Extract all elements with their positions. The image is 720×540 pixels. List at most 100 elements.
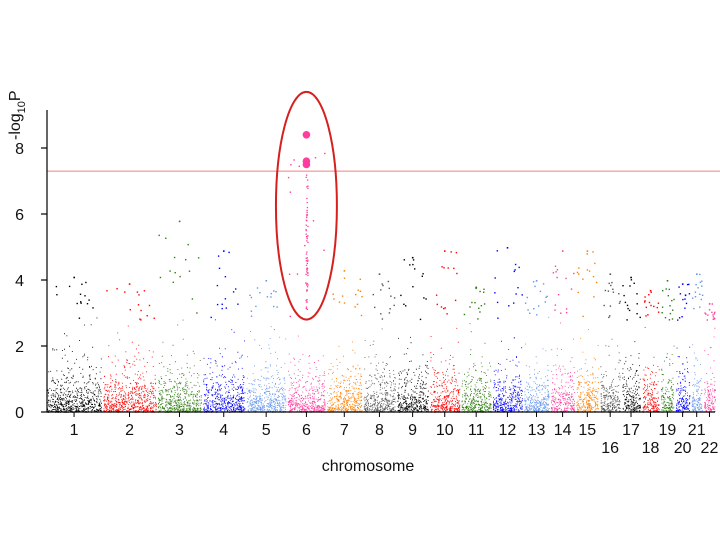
chromosome-1-tail-point <box>80 302 82 304</box>
chromosome-22-tail-point <box>714 317 716 320</box>
x-tick-label-chr22: 22 <box>701 440 719 457</box>
chromosome-22-cloud <box>704 327 716 413</box>
chromosome-14-tail-point <box>554 265 557 267</box>
chromosome-13-tail-point <box>536 314 538 316</box>
chromosome-22-tail-point <box>711 311 713 314</box>
chromosome-19-tail-point <box>667 295 669 297</box>
chromosome-7-tail-point <box>356 303 359 305</box>
chr6-column-point <box>305 229 307 231</box>
chromosome-18-tail-point <box>648 301 651 304</box>
chr6-column-point <box>305 299 307 301</box>
chr6-column-point <box>307 274 309 277</box>
chromosome-19-tail-point <box>671 300 673 302</box>
chromosome-12-tail-point <box>514 269 516 271</box>
chromosome-3-tail-point <box>187 243 189 246</box>
chromosome-18-points <box>642 289 660 413</box>
chromosome-8-tail-point <box>388 287 390 290</box>
chromosome-10-tail-point <box>443 307 445 310</box>
chromosome-15-tail-point <box>582 278 584 280</box>
chromosome-8-tail-point <box>388 312 391 314</box>
chromosome-5-tail-point <box>270 292 272 295</box>
top-hit-point <box>302 160 311 169</box>
chromosome-11-tail-point <box>469 306 471 308</box>
chromosome-10-tail-point <box>446 313 448 315</box>
chromosome-8-tail-point <box>380 289 382 291</box>
chromosome-2-tail-point <box>129 309 131 311</box>
chromosome-4-tail-point <box>228 251 230 254</box>
chromosome-17-tail-point <box>628 309 631 312</box>
chromosome-7-tail-point <box>338 301 341 303</box>
chromosome-9-peak-point <box>411 256 414 259</box>
chromosome-8-peak-point <box>378 273 381 275</box>
chromosome-15-tail-point <box>588 270 591 272</box>
x-tick-label-chr3: 3 <box>175 422 184 439</box>
chromosome-5-tail-point <box>250 296 253 299</box>
chromosome-1-tail-point <box>92 307 94 309</box>
chromosome-6-tail-point <box>312 220 315 222</box>
y-tick-label: 8 <box>15 141 24 158</box>
chromosome-20-tail-point <box>688 293 691 295</box>
x-tick-label-chr4: 4 <box>219 422 228 439</box>
chromosome-1-tail-point <box>78 317 81 319</box>
chromosome-3-tail-point <box>188 270 191 272</box>
chromosome-18-tail-point <box>656 306 658 309</box>
chromosome-2-tail-point <box>146 315 148 317</box>
x-axis-title: chromosome <box>322 458 415 475</box>
chromosome-18-tail-point <box>644 300 646 302</box>
chromosome-18-tail-point <box>647 314 649 316</box>
chr6-column-point <box>306 289 308 291</box>
chromosome-20-tail-point <box>684 307 686 309</box>
chromosome-15-cloud <box>576 329 600 413</box>
chromosome-15-peak-point <box>586 250 589 252</box>
chromosome-1-tail-point <box>56 294 58 296</box>
chromosome-21-tail-point <box>699 306 701 308</box>
chromosome-9-tail-point <box>421 275 423 277</box>
chr6-column-point <box>305 306 308 308</box>
chromosome-22-tail-point <box>712 316 715 318</box>
chromosome-14-tail-point <box>565 277 567 280</box>
chromosome-2-tail-point <box>148 304 151 307</box>
chromosome-17-tail-point <box>624 301 627 304</box>
chromosome-1-tail-point <box>81 283 83 285</box>
chromosome-19-tail-point <box>661 312 663 314</box>
chromosome-12-tail-point <box>514 263 517 266</box>
chromosome-6-tail-point <box>287 176 290 179</box>
chromosome-7-tail-point <box>333 298 335 300</box>
chromosome-11-cloud <box>461 323 492 413</box>
chr6-column-point <box>306 268 309 270</box>
chromosome-18-tail-point <box>648 294 650 296</box>
chromosome-12-tail-point <box>496 250 498 252</box>
chromosome-22-tail-point <box>708 309 711 311</box>
chromosome-5-tail-point <box>270 296 272 298</box>
chromosome-8-points <box>363 273 397 413</box>
x-tick-label-chr15: 15 <box>578 422 596 439</box>
chromosome-16-peak-point <box>609 273 612 275</box>
chromosome-6-tail-point <box>304 244 306 247</box>
chromosome-1-tail-point <box>76 302 78 305</box>
chromosome-7-peak-point <box>343 270 346 272</box>
chr6-column-point <box>305 229 307 232</box>
chromosome-16-tail-point <box>619 300 621 303</box>
chromosome-11-tail-point <box>479 311 481 313</box>
chromosome-12-tail-point <box>515 293 517 295</box>
chromosome-16-cloud <box>600 338 621 413</box>
chromosome-15-tail-point <box>576 271 579 274</box>
chromosome-15-tail-point <box>592 275 595 278</box>
chromosome-21-tail-point <box>695 284 697 286</box>
chromosome-13-peak-point <box>535 280 538 282</box>
chromosome-17-tail-point <box>630 279 633 281</box>
chromosome-10-tail-point <box>454 299 457 302</box>
y-axis-title: -log10P <box>7 90 28 140</box>
chromosome-18-peak-point <box>649 289 652 292</box>
chromosome-3-peak-point <box>178 220 181 223</box>
chromosome-10-tail-point <box>435 294 438 296</box>
chromosome-2-tail-point <box>116 288 118 290</box>
x-tick-label-chr20: 20 <box>674 440 692 457</box>
chromosome-11-tail-point <box>477 318 479 320</box>
chromosome-13-tail-point <box>533 308 535 310</box>
chromosome-8-tail-point <box>372 293 374 296</box>
chr6-column-point <box>306 251 308 253</box>
chromosome-9-points <box>397 256 429 413</box>
chromosome-5-tail-point <box>249 294 251 296</box>
chromosome-17-cloud <box>622 341 641 413</box>
